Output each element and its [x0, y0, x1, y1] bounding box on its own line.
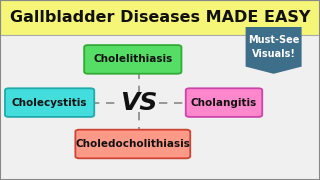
Text: Cholecystitis: Cholecystitis — [12, 98, 87, 108]
Polygon shape — [246, 27, 302, 74]
Text: Gallbladder Diseases MADE EASY: Gallbladder Diseases MADE EASY — [10, 10, 310, 25]
Text: VS: VS — [121, 91, 158, 115]
FancyBboxPatch shape — [0, 0, 320, 35]
FancyBboxPatch shape — [84, 45, 181, 74]
Text: Must-See
Visuals!: Must-See Visuals! — [248, 35, 299, 59]
Text: Choledocholithiasis: Choledocholithiasis — [76, 139, 190, 149]
FancyBboxPatch shape — [186, 88, 262, 117]
FancyBboxPatch shape — [75, 130, 190, 158]
Text: Cholangitis: Cholangitis — [191, 98, 257, 108]
Text: Cholelithiasis: Cholelithiasis — [93, 54, 172, 64]
FancyBboxPatch shape — [5, 88, 94, 117]
